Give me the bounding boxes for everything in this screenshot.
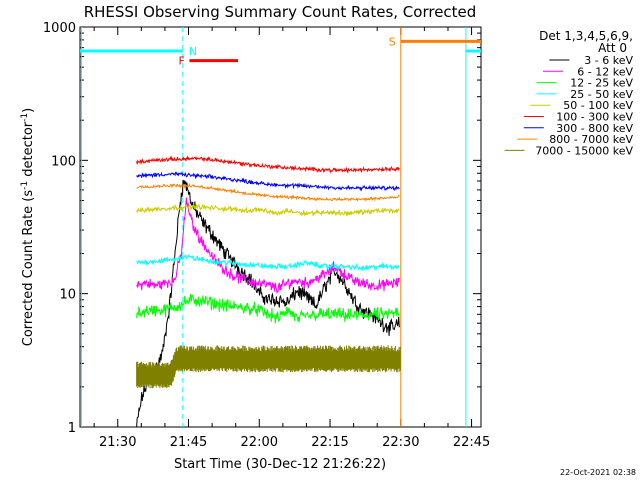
x-tick-label: 21:30 [99, 435, 136, 450]
legend-header-2: Att 0 [598, 41, 627, 55]
y-axis-label: Corrected Count Rate (s-1 detector-1) [20, 108, 36, 346]
plot-frame [79, 26, 482, 428]
annotation-bars: S FN [80, 35, 481, 68]
x-tick-label: 22:30 [382, 435, 419, 450]
y-tick-label: 100 [51, 154, 76, 169]
x-axis-label: Start Time (30-Dec-12 21:26:22) [174, 457, 386, 472]
legend-entry-label: 300 - 800 keV [556, 122, 633, 135]
series-line [136, 182, 400, 202]
series-line [136, 197, 400, 295]
x-tick-label: 22:00 [241, 435, 278, 450]
series-line [136, 155, 400, 174]
footer-timestamp: 22-Oct-2021 02:38 [560, 468, 636, 477]
saa-label: S [389, 35, 396, 48]
x-tick-label: 22:15 [311, 435, 348, 450]
series-group [136, 155, 401, 428]
series-line [136, 292, 400, 324]
legend-entry-label: 100 - 300 keV [556, 111, 633, 124]
legend-entry-label: 800 - 7000 keV [549, 133, 633, 146]
series-line [136, 254, 400, 272]
chart-title: RHESSI Observing Summary Count Rates, Co… [84, 3, 477, 21]
series-line [136, 203, 400, 217]
y-tick-label: 1 [68, 421, 76, 436]
series-line [136, 179, 400, 428]
x-tick-label: 21:45 [170, 435, 207, 450]
axes: 21:30 21:45 22:00 22:15 22:30 22:45 1 10 100 1000 [43, 21, 490, 450]
series-line [136, 171, 400, 192]
y-axis-label-prefix: Corrected Count Rate (s [21, 190, 36, 347]
y-axis-label-sup2: -1 [20, 113, 30, 122]
series-band [136, 345, 401, 389]
legend-header-1: Det 1,3,4,5,6,9, [539, 29, 633, 43]
legend-entry-label: 50 - 100 keV [563, 99, 633, 112]
flare-label: F [178, 55, 184, 68]
y-axis-label-mid: detector [21, 121, 36, 181]
y-tick-label: 10 [59, 288, 76, 303]
legend-entry-label: 6 - 12 keV [577, 65, 633, 78]
legend-entry-label: 25 - 50 keV [570, 88, 633, 101]
x-tick-label: 22:45 [453, 435, 490, 450]
y-axis-label-sup1: -1 [20, 181, 30, 190]
y-tick-label: 1000 [43, 21, 76, 36]
y-axis-label-suffix: ) [21, 108, 36, 113]
legend-entry-label: 12 - 25 keV [570, 77, 633, 90]
legend-entry-label: 7000 - 15000 keV [535, 144, 633, 157]
night-label: N [189, 45, 197, 58]
legend-entry-label: 3 - 6 keV [584, 54, 633, 67]
